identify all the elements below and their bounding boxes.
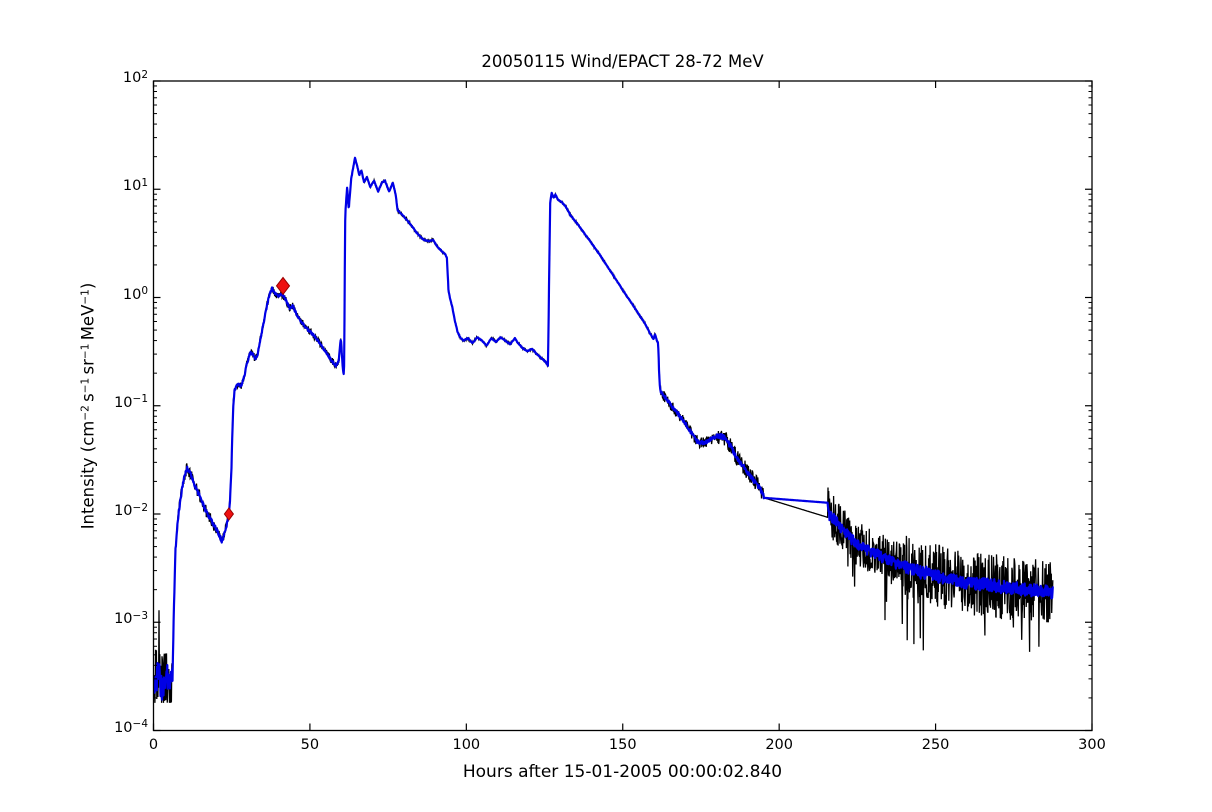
y-tick-label: 102 [122,68,148,86]
smoothed-intensity-series [153,156,1054,701]
event-diamond-marker [275,276,291,296]
axis-frame [152,80,1093,732]
y-tick-label: 10−4 [114,718,148,736]
event-diamond-marker [223,507,235,521]
y-tick-label: 10−2 [114,501,148,519]
y-tick-label: 100 [122,285,148,303]
x-tick-label: 300 [1078,737,1106,753]
raw-intensity-series [153,157,1054,703]
x-axis-label: Hours after 15-01-2005 00:00:02.840 [462,762,783,782]
x-tick-label: 50 [300,737,320,753]
y-tick-label: 10−3 [114,609,148,628]
chart-title: 20050115 Wind/EPACT 28-72 MeV [481,52,764,71]
x-tick-label: 0 [148,737,159,753]
x-tick-label: 250 [921,737,950,753]
y-tick-label: 101 [122,176,148,195]
y-tick-label: 10−1 [114,393,148,411]
x-tick-label: 150 [608,737,637,753]
x-tick-label: 200 [765,737,793,753]
x-tick-label: 100 [452,737,481,753]
